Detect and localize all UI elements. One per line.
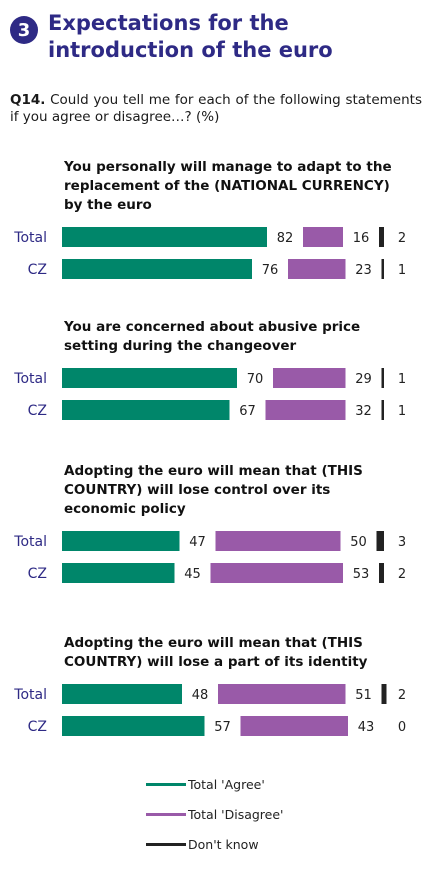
legend-item-dont-know: Don't know [146, 836, 284, 852]
row-label: Total [13, 371, 47, 387]
section-title: Expectations for the introduction of the… [48, 10, 428, 64]
disagree-bar [273, 368, 346, 388]
disagree-bar [288, 259, 346, 279]
statement-title-line: replacement of the (NATIONAL CURRENCY) [64, 178, 390, 194]
question-body: Could you tell me for each of the follow… [10, 92, 422, 125]
dont-know-bar [379, 227, 384, 247]
agree-bar [62, 259, 252, 279]
dont-know-value: 1 [398, 263, 406, 278]
dont-know-bar [381, 684, 387, 704]
statement-title-line: Adopting the euro will mean that (THIS [64, 463, 363, 479]
disagree-value: 23 [355, 263, 372, 278]
dont-know-bar [381, 259, 384, 279]
agree-value: 76 [262, 263, 279, 278]
section-title-line-2: introduction of the euro [48, 38, 333, 62]
row-label: CZ [28, 262, 47, 278]
legend-label-agree: Total 'Agree' [188, 776, 265, 792]
disagree-value: 50 [350, 535, 367, 550]
disagree-bar [210, 563, 343, 583]
agree-bar [62, 684, 182, 704]
dont-know-bar [381, 400, 384, 420]
row-label: CZ [28, 566, 47, 582]
dont-know-bar [381, 368, 384, 388]
chart-legend: Total 'Agree' Total 'Disagree' Don't kno… [146, 776, 284, 866]
dont-know-value: 3 [398, 535, 406, 550]
disagree-bar [240, 716, 348, 736]
statement-title-line: COUNTRY) will lose a part of its identit… [64, 654, 368, 670]
statement-title-line: You are concerned about abusive price [63, 319, 360, 335]
legend-item-agree: Total 'Agree' [146, 776, 284, 792]
statement-title-line: Adopting the euro will mean that (THIS [64, 635, 363, 651]
dont-know-bar [376, 531, 384, 551]
agree-value: 47 [189, 535, 206, 550]
dont-know-value: 2 [398, 567, 406, 582]
agree-bar [62, 563, 175, 583]
statement-title-line: You personally will manage to adapt to t… [63, 159, 392, 175]
statement-title-line: setting during the changeover [64, 338, 297, 354]
agree-bar [62, 716, 205, 736]
agree-value: 48 [192, 688, 209, 703]
disagree-value: 16 [353, 231, 370, 246]
disagree-value: 53 [353, 567, 370, 582]
disagree-bar [265, 400, 346, 420]
dont-know-value: 0 [398, 720, 406, 735]
legend-item-disagree: Total 'Disagree' [146, 806, 284, 822]
question-text: Q14. Could you tell me for each of the f… [10, 92, 422, 126]
row-label: Total [13, 687, 47, 703]
row-label: Total [13, 230, 47, 246]
row-label: CZ [28, 719, 47, 735]
disagree-value: 43 [358, 720, 375, 735]
dont-know-value: 2 [398, 231, 406, 246]
row-label: CZ [28, 403, 47, 419]
legend-label-dont-know: Don't know [188, 836, 259, 852]
disagree-bar [215, 531, 341, 551]
agree-bar [62, 531, 180, 551]
disagree-value: 32 [355, 404, 372, 419]
agree-value: 67 [239, 404, 256, 419]
legend-swatch-disagree [146, 812, 186, 816]
legend-swatch-dont-know [146, 842, 186, 846]
section-title-line-1: Expectations for the [48, 11, 289, 35]
statement-title-line: economic policy [64, 501, 186, 517]
agree-bar [62, 368, 237, 388]
agree-value: 70 [247, 372, 264, 387]
disagree-value: 51 [355, 688, 372, 703]
statement-title-line: COUNTRY) will lose control over its [64, 482, 330, 498]
dont-know-value: 1 [398, 404, 406, 419]
dont-know-value: 2 [398, 688, 406, 703]
agree-bar [62, 400, 230, 420]
legend-label-disagree: Total 'Disagree' [188, 806, 284, 822]
section-number-badge: 3 [10, 16, 38, 44]
dont-know-value: 1 [398, 372, 406, 387]
agree-value: 82 [277, 231, 294, 246]
dont-know-bar [379, 563, 384, 583]
agree-value: 45 [184, 567, 201, 582]
question-id: Q14. [10, 92, 46, 108]
disagree-bar [218, 684, 346, 704]
disagree-value: 29 [355, 372, 372, 387]
agree-value: 57 [214, 720, 231, 735]
row-label: Total [13, 534, 47, 550]
legend-swatch-agree [146, 782, 186, 786]
disagree-bar [303, 227, 343, 247]
statement-title-line: by the euro [64, 197, 152, 213]
agree-bar [62, 227, 267, 247]
